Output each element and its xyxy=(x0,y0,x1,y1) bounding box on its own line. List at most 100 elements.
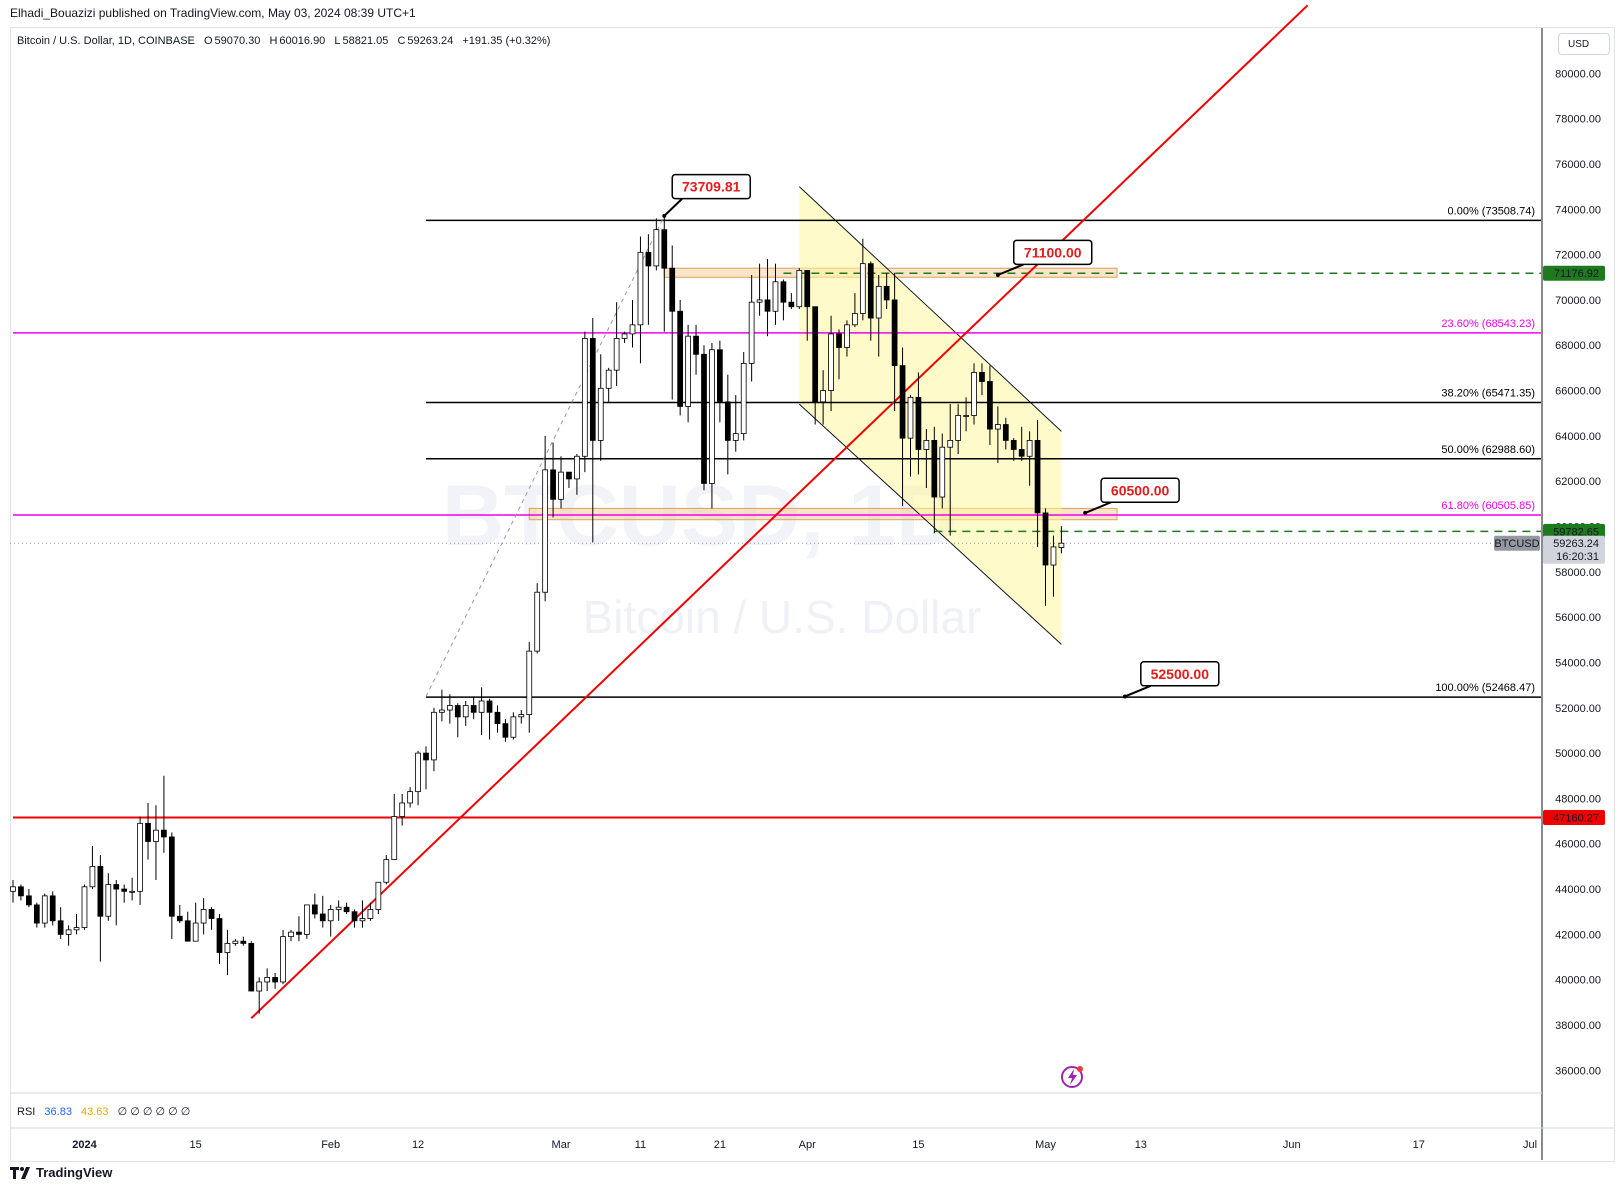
candle xyxy=(423,746,429,790)
candle-body xyxy=(367,909,374,919)
callout-52500.00: 52500.00 xyxy=(1122,661,1220,699)
callout-anchor-dot xyxy=(662,213,667,218)
candle-body xyxy=(327,909,334,922)
candle xyxy=(280,929,286,985)
candle-body xyxy=(661,229,668,269)
candle xyxy=(844,320,850,357)
price-label-text: 47160.27 xyxy=(1553,812,1599,824)
price-axis: 36000.00 38000.00 40000.00 42000.00 44000.00… xyxy=(10,28,1615,1160)
candle xyxy=(701,345,707,491)
candle xyxy=(161,775,167,853)
candle xyxy=(653,218,660,271)
candle xyxy=(335,900,342,921)
legend-low: 58821.05 xyxy=(342,35,389,47)
candle-body xyxy=(288,931,294,938)
tradingview-logo[interactable]: TradingView xyxy=(10,1165,112,1180)
currency-button[interactable]: USD xyxy=(1558,33,1610,55)
callout-box xyxy=(1140,661,1220,687)
candle-body xyxy=(859,263,866,314)
candle xyxy=(351,909,358,928)
callout-anchor-dot xyxy=(1122,694,1127,699)
ohlc-legend: Bitcoin / U.S. Dollar, 1D, COINBASE O 590… xyxy=(17,35,550,47)
lightning-icon xyxy=(1061,1066,1083,1088)
candle-body xyxy=(168,836,175,917)
candle xyxy=(454,703,461,738)
price-label-bg xyxy=(1543,809,1605,825)
candle xyxy=(637,236,644,364)
candle xyxy=(589,318,596,543)
candle-body xyxy=(947,440,954,448)
candle-body xyxy=(1042,512,1049,566)
candle-body xyxy=(200,909,207,924)
candle-body xyxy=(1010,440,1017,450)
candle xyxy=(33,902,40,928)
candle xyxy=(153,805,159,880)
candle xyxy=(502,719,509,742)
y-tick-label: 80000.00 xyxy=(1555,68,1601,80)
candle-body xyxy=(629,324,636,335)
y-tick-label: 46000.00 xyxy=(1555,839,1601,851)
candle xyxy=(73,913,80,935)
rsi-label: RSI xyxy=(17,1106,36,1118)
candle-body xyxy=(319,913,326,922)
rsi-legend[interactable]: RSI 36.83 43.63 ∅ ∅ ∅ ∅ ∅ ∅ xyxy=(17,1105,196,1118)
candle-body xyxy=(97,866,104,917)
candle-body xyxy=(462,705,469,718)
candle-body xyxy=(589,338,596,441)
candle xyxy=(1034,420,1041,547)
candle xyxy=(518,710,525,724)
candle-body xyxy=(701,353,707,484)
candle xyxy=(852,293,858,328)
x-tick-label: Mar xyxy=(552,1139,571,1151)
candle xyxy=(81,884,88,930)
candle xyxy=(176,904,183,924)
candle xyxy=(248,941,255,992)
candle-body xyxy=(1018,449,1025,457)
candle-body xyxy=(18,886,24,897)
candle-body xyxy=(597,387,604,441)
legend-open: 59070.30 xyxy=(214,35,261,47)
candle-body xyxy=(1050,546,1057,566)
candle-body xyxy=(407,791,413,804)
candle-body xyxy=(280,936,286,983)
candle xyxy=(693,324,699,375)
candle-body xyxy=(10,886,16,892)
candle xyxy=(558,456,564,509)
y-tick-label: 66000.00 xyxy=(1555,386,1601,398)
candle xyxy=(566,471,572,488)
candle-body xyxy=(637,251,644,326)
candle-body xyxy=(73,927,80,931)
callout-text: 71100.00 xyxy=(1024,244,1082,260)
candles-layer xyxy=(10,216,1065,1014)
candle-body xyxy=(161,829,167,838)
callouts-layer: 73709.81 71100.00 60500.00 52500.00 xyxy=(662,173,1220,699)
callout-73709.81: 73709.81 xyxy=(662,173,751,218)
candle xyxy=(605,367,612,402)
candle-body xyxy=(446,705,453,711)
candle xyxy=(383,855,390,885)
candle xyxy=(550,442,556,518)
candle-body xyxy=(669,267,676,312)
candle xyxy=(859,238,866,321)
candle xyxy=(772,263,779,325)
candle-body xyxy=(208,909,215,919)
y-tick-label: 36000.00 xyxy=(1555,1065,1601,1077)
y-tick-label: 52000.00 xyxy=(1555,703,1601,715)
candle-body xyxy=(240,940,247,944)
candle-body xyxy=(923,440,930,450)
price-label-bg xyxy=(1543,535,1605,564)
candle-body xyxy=(844,324,850,348)
candle-body xyxy=(764,299,771,312)
candle-body xyxy=(621,333,628,339)
candle xyxy=(494,705,501,733)
candle-body xyxy=(542,469,549,593)
candle-body xyxy=(248,943,255,992)
candle-body xyxy=(748,301,755,364)
watermark-name: Bitcoin / U.S. Dollar xyxy=(583,591,982,643)
candle-body xyxy=(304,904,310,935)
y-tick-label: 68000.00 xyxy=(1555,340,1601,352)
candle-body xyxy=(987,381,993,430)
candle xyxy=(613,302,620,387)
candle xyxy=(867,261,874,341)
